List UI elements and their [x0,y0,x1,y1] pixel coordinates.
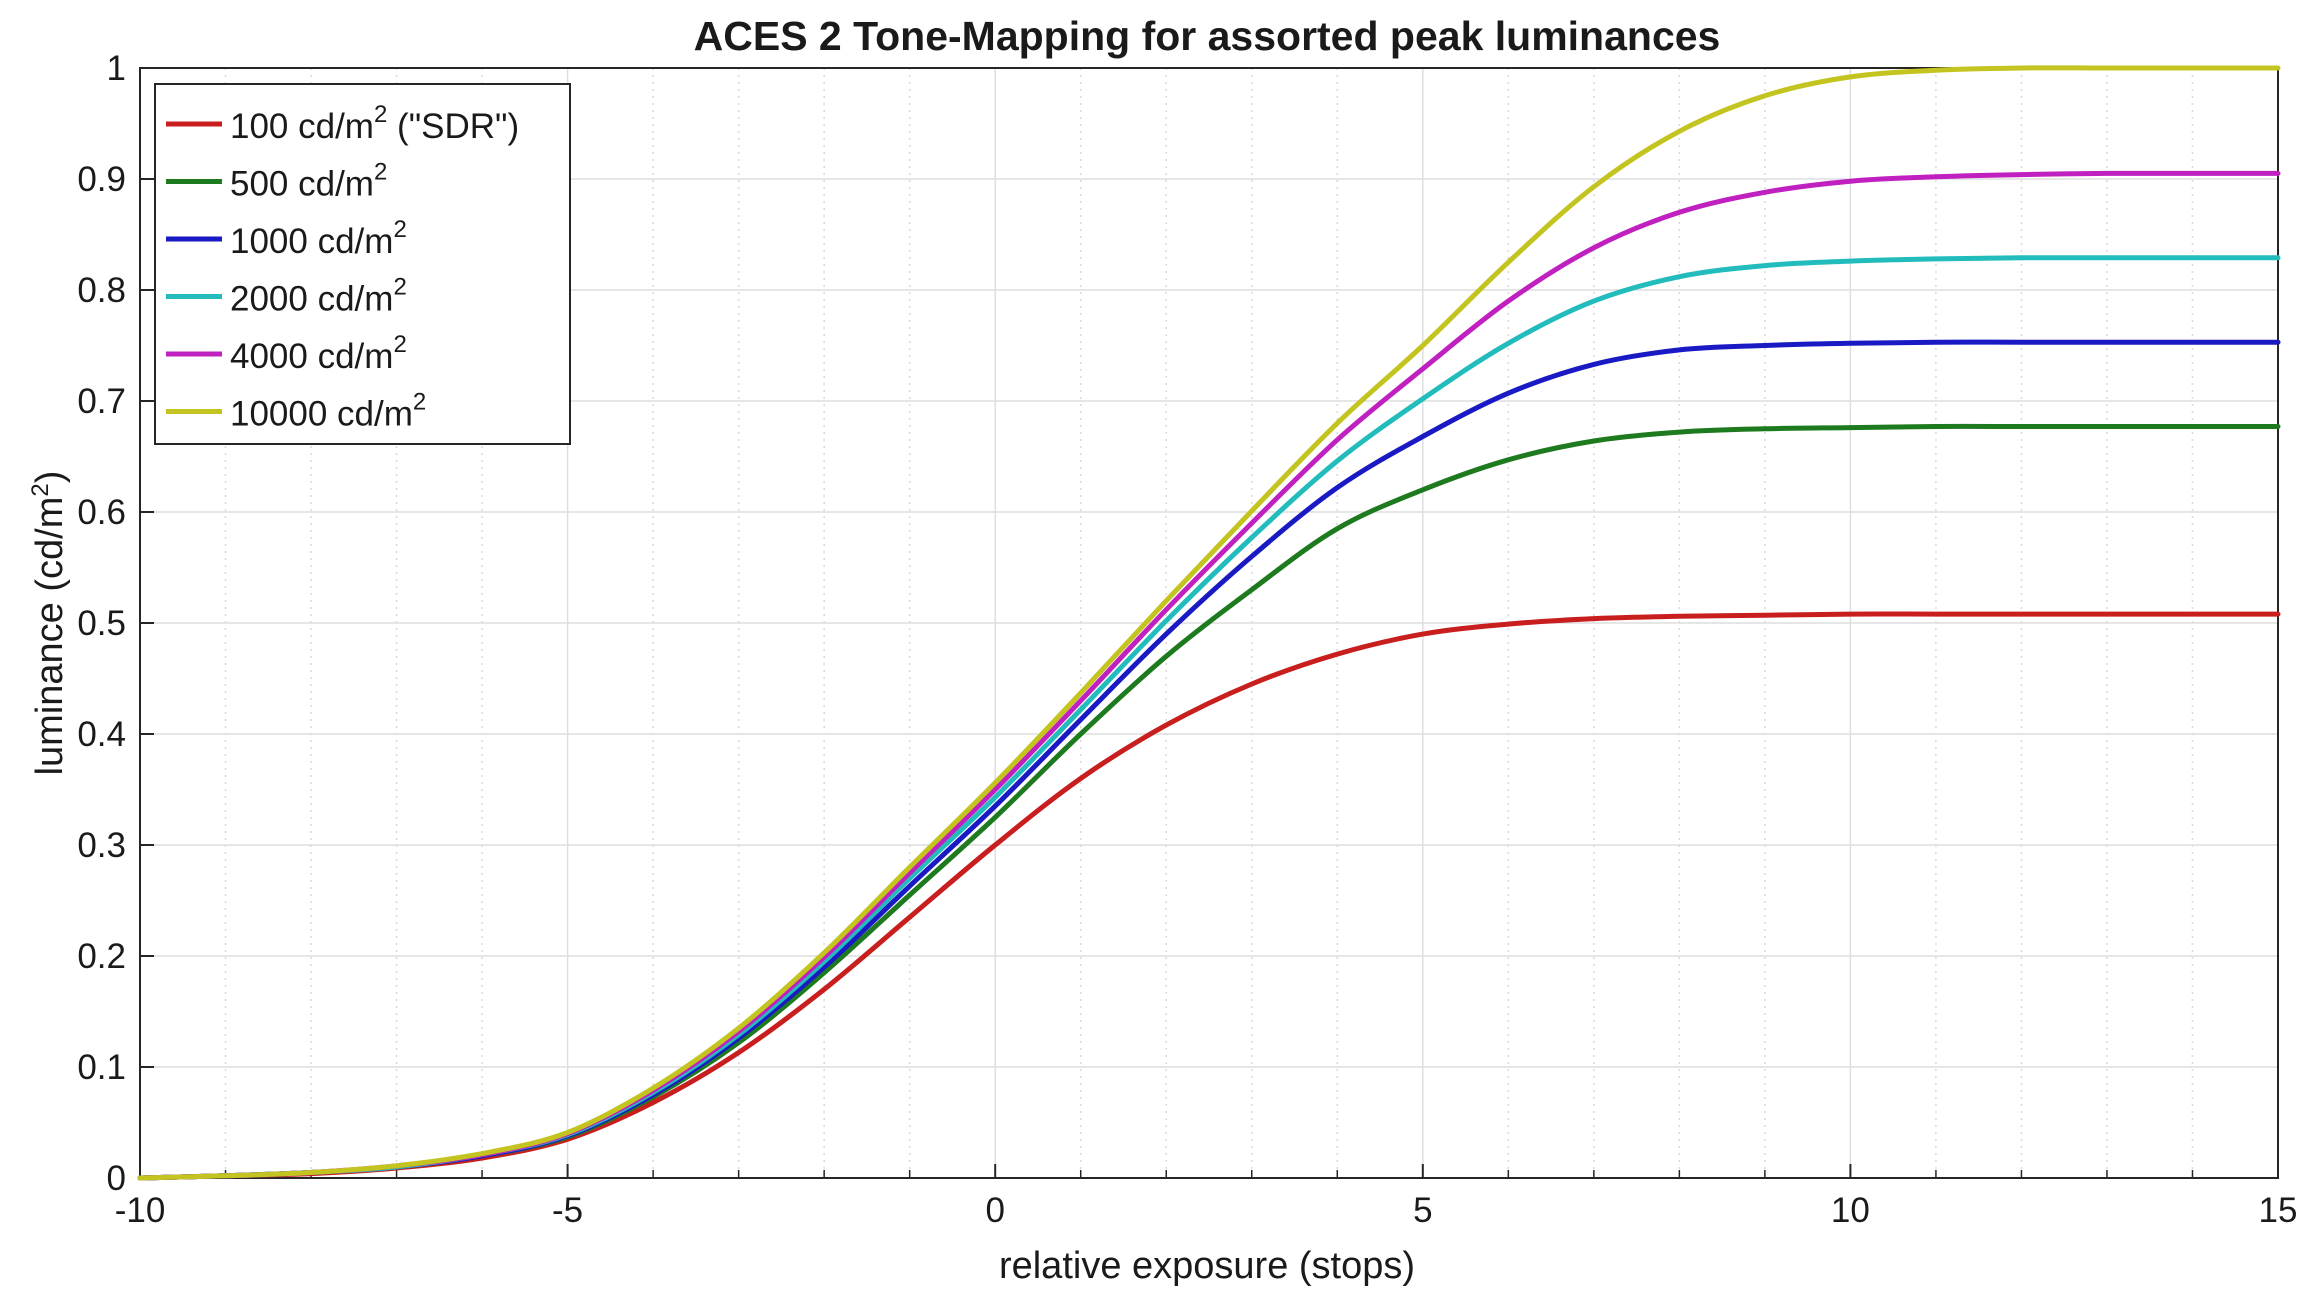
y-tick-label: 0.6 [77,493,126,532]
legend-label: 2000 cd/m2 [230,274,407,319]
legend-label: 1000 cd/m2 [230,216,407,261]
legend-label: 500 cd/m2 [230,159,387,204]
legend-entries: 100 cd/m2 ("SDR") 500 cd/m2 1000 cd/m2 2000… [166,101,519,434]
legend-label: 100 cd/m2 ("SDR") [230,101,519,146]
legend-label: 10000 cd/m2 [230,389,426,434]
y-tick-label: 0.9 [77,160,126,199]
legend-label: 4000 cd/m2 [230,331,407,376]
axis-ticks: -10 -5 0 5 10 15 0 0.1 0.2 0.3 0.4 0.5 0.6 0.7 0.8 0.9 1 [77,49,2297,1230]
y-axis-label-text: luminance (cd/m [29,497,71,776]
x-tick-label: 15 [2259,1191,2298,1230]
y-tick-label: 0.7 [77,382,126,421]
series-line-6 [137,65,2281,1181]
y-tick-label: 0.2 [77,937,126,976]
series-lines [137,65,2281,1181]
y-tick-label: 1 [107,49,126,88]
chart-title: ACES 2 Tone-Mapping for assorted peak lu… [694,13,1721,59]
x-tick-label: 0 [985,1191,1004,1230]
y-tick-label: 0.1 [77,1048,126,1087]
y-axis-label-close: ) [29,471,71,484]
y-tick-label: 0.5 [77,604,126,643]
legend: 100 cd/m2 ("SDR") 500 cd/m2 1000 cd/m2 2000… [154,83,571,445]
legend-box [154,83,571,445]
x-tick-label: 10 [1831,1191,1870,1230]
y-tick-label: 0.4 [77,715,126,754]
x-tick-label: 5 [1413,1191,1432,1230]
y-axis-label-superscript: 2 [27,483,54,496]
x-tick-label: -10 [115,1191,166,1230]
y-axis-label: luminance (cd/m2) [27,471,71,776]
y-tick-label: 0.3 [77,826,126,865]
y-tick-label: 0 [107,1159,126,1198]
y-tick-label: 0.8 [77,271,126,310]
x-tick-label: -5 [552,1191,583,1230]
x-axis-label: relative exposure (stops) [999,1245,1415,1287]
